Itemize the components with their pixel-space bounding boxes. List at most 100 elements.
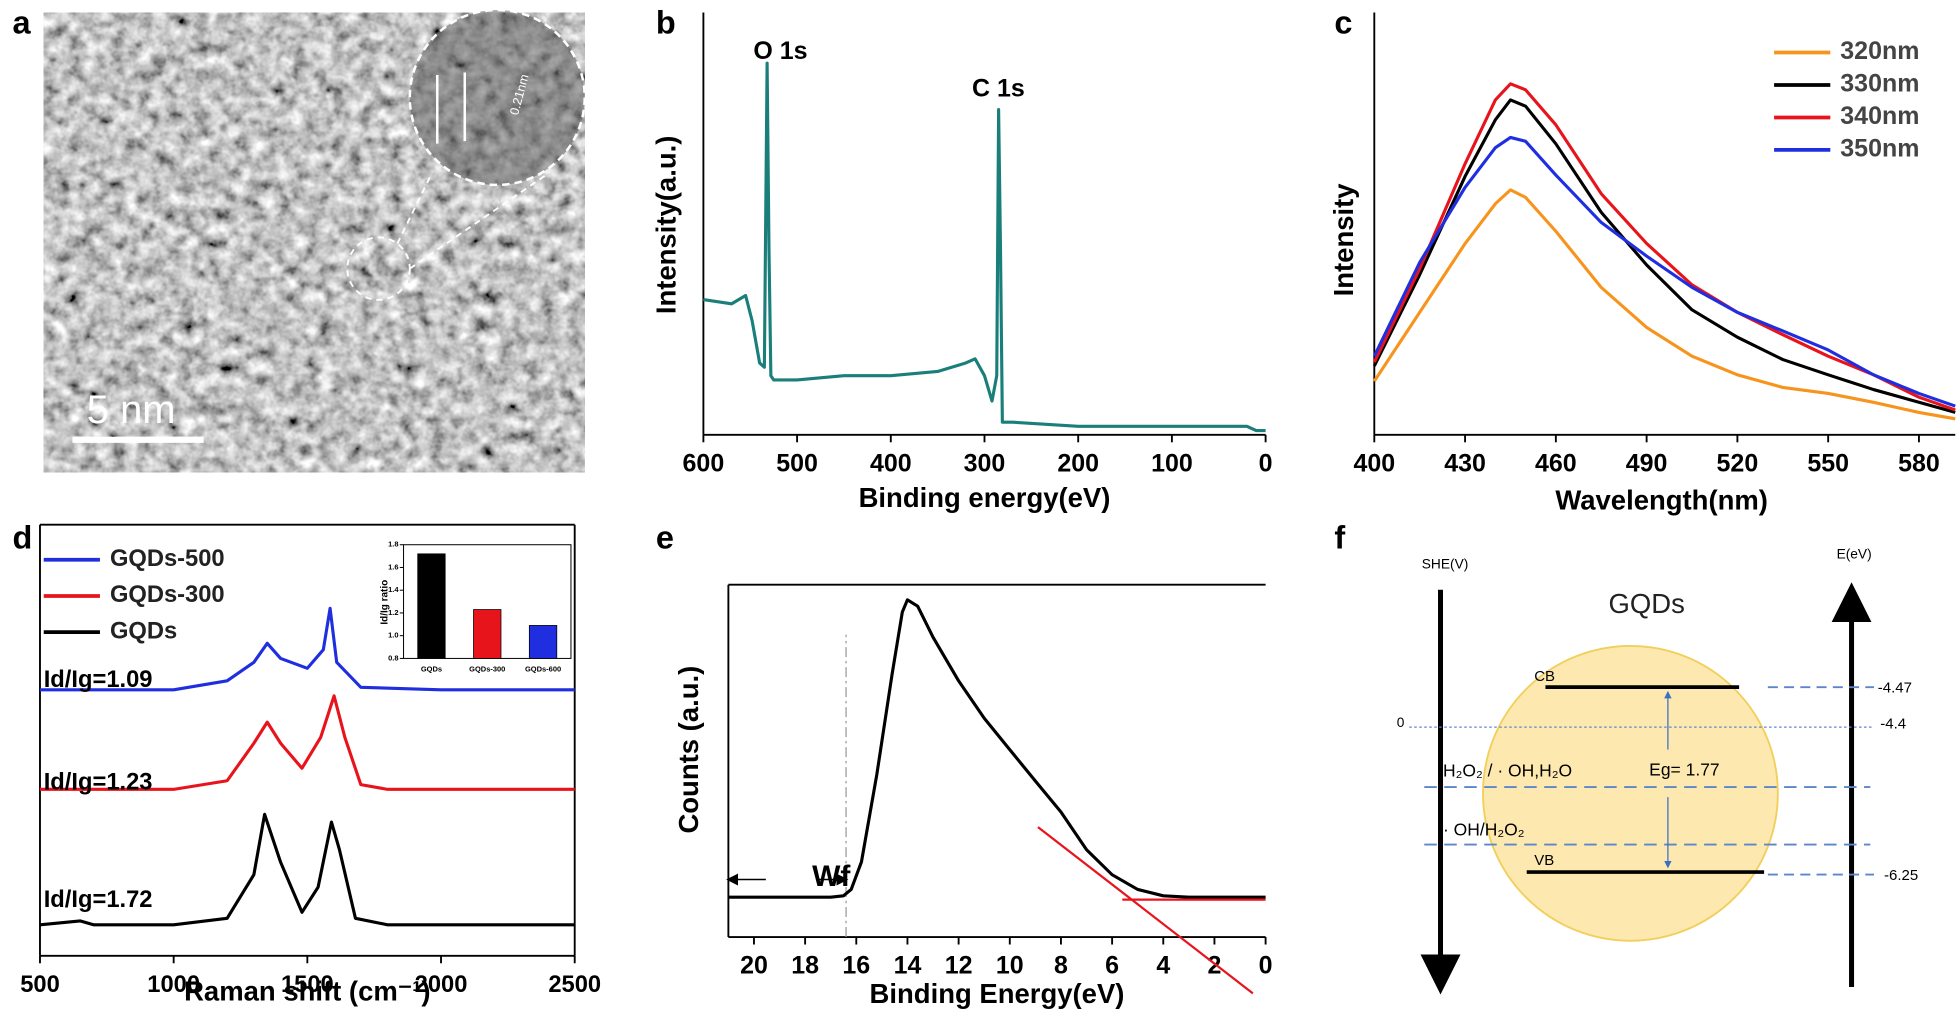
legend-label: 320nm [1840, 37, 1919, 65]
x-tick-label: 460 [1535, 449, 1577, 477]
chart-panel: 400 430 460 490 520 550 580 320nm 330nm 340nm 350n… [1328, 5, 1956, 516]
y-tick-label: 1.4 [388, 585, 399, 594]
data-line [728, 598, 1266, 899]
x-tick-label: 0 [1259, 449, 1273, 477]
annotation: C 1s [972, 75, 1025, 103]
x-tick-label: 500 [776, 449, 818, 477]
panel-label: a [12, 5, 31, 41]
gqd-circle [1482, 644, 1779, 942]
annotation: O 1s [753, 37, 807, 65]
fit-line [1037, 826, 1254, 995]
y-tick-label: 1.2 [388, 608, 398, 617]
x-tick-label: 1500 [281, 972, 334, 998]
panel-label: e [656, 519, 674, 555]
band-gap-label: Eg= 1.77 [1649, 759, 1719, 779]
data-line [39, 812, 575, 927]
x-tick-label: 550 [1807, 449, 1849, 477]
energy-label: -4.4 [1880, 716, 1906, 733]
chart-panel: 500 1000 1500 2000 2500 GQDs-500 GQDs-300 GQDs I… [12, 519, 601, 1006]
legend-label: GQDs-500 [110, 546, 225, 572]
x-tick-label: 10 [996, 952, 1024, 980]
data-line [703, 61, 1266, 433]
cb-label: CB [1534, 668, 1555, 685]
y-axis-label: Counts (a.u.) [673, 666, 704, 834]
vb-label: VB [1534, 852, 1554, 869]
scale-bar-label: 5 nm [87, 388, 176, 432]
y-tick-label: 1.8 [388, 540, 398, 549]
x-tick-label: 2 [1207, 952, 1221, 980]
energy-label: -4.47 [1878, 679, 1912, 696]
legend-label: 340nm [1840, 102, 1919, 130]
x-tick-label: 20 [740, 952, 768, 980]
x-tick-label: 400 [870, 449, 912, 477]
x-tick-label: 430 [1444, 449, 1486, 477]
x-tick-label: 16 [842, 952, 870, 980]
x-tick-label: 18 [791, 952, 819, 980]
x-axis-label: Binding Energy(eV) [870, 978, 1125, 1009]
legend-label: GQDs [110, 618, 177, 644]
x-tick-label: 600 [683, 449, 725, 477]
x-tick-label: 580 [1898, 449, 1940, 477]
y-tick-label: 0.8 [388, 653, 398, 662]
zoom-circle [408, 8, 586, 187]
panel-label: b [656, 5, 676, 41]
legend-label: 350nm [1840, 135, 1919, 163]
data-line [1372, 135, 1956, 408]
panel-label: f [1334, 519, 1345, 555]
bar [473, 609, 502, 659]
x-tick-label: GQDs [421, 665, 442, 674]
x-tick-label: 400 [1353, 449, 1395, 477]
connector [396, 174, 432, 245]
data-line [1372, 188, 1956, 421]
x-tick-label: 6 [1105, 952, 1119, 980]
bar [528, 625, 558, 659]
panel-label: d [12, 519, 32, 555]
chart-panel: 600 500 400 300 200 100 0 O 1s C 1s Binding energ… [651, 5, 1273, 513]
x-tick-label: 300 [964, 449, 1006, 477]
y-axis-label: Intensity(a.u.) [651, 136, 682, 315]
x-tick-label: 500 [20, 972, 60, 998]
micrograph: 5 nm 0.21nm a [12, 5, 586, 473]
x-tick-label: 100 [1151, 449, 1193, 477]
x-tick-label: 2500 [548, 972, 601, 998]
x-axis-label: Binding energy(eV) [859, 482, 1111, 513]
annotation: Id/Ig=1.23 [44, 770, 153, 796]
x-tick-label: GQDs-300 [469, 665, 505, 674]
x-axis-label: Raman shift (cm⁻¹) [184, 976, 430, 1007]
zero-label: 0 [1397, 715, 1405, 730]
y-tick-label: 1.0 [388, 631, 398, 640]
legend-label: GQDs-300 [110, 582, 225, 608]
x-axis-label: Wavelength(nm) [1555, 485, 1768, 516]
x-tick-label: 200 [1057, 449, 1099, 477]
x-tick-label: 14 [894, 952, 922, 980]
y-axis-label: Id/Ig ratio [379, 580, 390, 625]
x-tick-label: 4 [1156, 952, 1170, 980]
x-tick-label: 490 [1626, 449, 1668, 477]
data-line [1372, 82, 1956, 412]
x-tick-label: 12 [945, 952, 973, 980]
legend-label: 330nm [1840, 70, 1919, 98]
region-circle [346, 236, 411, 301]
bar [417, 553, 446, 659]
panel-label: c [1334, 5, 1352, 41]
annotation: Id/Ig=1.09 [44, 667, 153, 693]
axis-label: SHE(V) [1422, 556, 1469, 571]
axis-label: E(eV) [1837, 546, 1872, 561]
x-tick-label: 1000 [147, 972, 200, 998]
connector [409, 171, 551, 270]
redox-couple: · OH/H₂O₂ [1443, 819, 1525, 839]
data-line [39, 606, 575, 692]
inset-chart: 0.8 1.0 1.2 1.4 1.6 1.8 GQDs GQDs-300 GQDs-600 Id… [379, 540, 572, 674]
x-tick-label: 8 [1054, 952, 1068, 980]
energy-label: -6.25 [1884, 867, 1918, 884]
y-axis-label: Intensity [1328, 183, 1359, 297]
x-tick-label: 0 [1259, 952, 1273, 980]
x-tick-label: GQDs-600 [525, 665, 561, 674]
annotation: Id/Ig=1.72 [44, 887, 153, 913]
y-tick-label: 1.6 [388, 562, 398, 571]
x-tick-label: 520 [1717, 449, 1759, 477]
x-tick-label: 2000 [415, 972, 468, 998]
